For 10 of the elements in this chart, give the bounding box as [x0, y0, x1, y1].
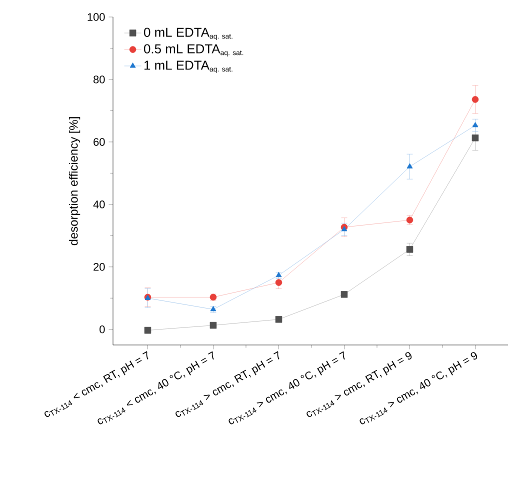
- y-tick-label: 40: [93, 200, 105, 208]
- legend-label: $\mbox{1 mL EDTA}_{\mbox{\scriptsize aq. sat.}}$: [144, 60, 232, 73]
- legend-label: $\mbox{0 mL EDTA}_{\mbox{\scriptsize aq. sat.}}$: [144, 28, 232, 40]
- y-tick-label: 80: [94, 76, 105, 84]
- legend-label: $\mbox{0.5 mL EDTA}_{\mbox{\scriptsize aq. sat.}}$: [144, 44, 244, 57]
- y-tick-label: 0: [100, 326, 105, 334]
- y-tick-label: 20: [94, 263, 105, 271]
- y-tick-label: 60: [94, 138, 105, 146]
- y-tick-label: 100: [88, 13, 105, 21]
- y-axis-title: desorption efficiency [%]: [68, 117, 80, 246]
